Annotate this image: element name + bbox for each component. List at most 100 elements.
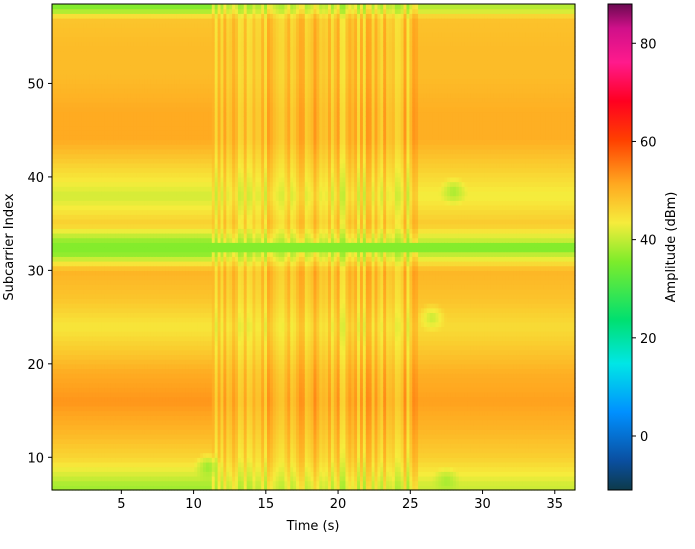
heatmap-cell [121, 480, 126, 486]
heatmap-cell [86, 331, 91, 337]
heatmap-cell [147, 471, 152, 477]
heatmap-cell [69, 279, 73, 285]
heatmap-cell [57, 102, 62, 108]
heatmap-cell [124, 204, 129, 211]
heatmap-cell [81, 391, 85, 398]
heatmap-cell [124, 111, 129, 117]
heatmap-cell [101, 46, 105, 52]
heatmap-cell [75, 340, 79, 346]
heatmap-cell [147, 480, 152, 486]
heatmap-cell [86, 60, 91, 66]
heatmap-cell [118, 214, 123, 220]
heatmap-cell [92, 134, 97, 141]
heatmap-cell [89, 181, 94, 187]
heatmap-cell [86, 382, 91, 388]
heatmap-cell [133, 405, 137, 412]
heatmap-cell [69, 368, 73, 374]
heatmap-cell [54, 181, 59, 187]
heatmap-cell [54, 78, 59, 85]
heatmap-cell [127, 46, 132, 52]
heatmap-cell [78, 424, 82, 430]
heatmap-cell [75, 190, 79, 197]
heatmap-cell [101, 401, 105, 407]
heatmap-cell [130, 303, 134, 309]
heatmap-cell [144, 32, 149, 38]
heatmap-cell [130, 116, 134, 122]
heatmap-cell [52, 55, 56, 61]
heatmap-cell [130, 335, 134, 342]
heatmap-cell [60, 176, 65, 183]
heatmap-cell [54, 167, 59, 173]
heatmap-cell [72, 13, 76, 19]
heatmap-cell [54, 18, 59, 24]
heatmap-cell [69, 111, 73, 117]
heatmap-cell [63, 354, 68, 360]
heatmap-cell [104, 270, 108, 276]
heatmap-cell [92, 303, 97, 309]
heatmap-cell [115, 461, 120, 468]
heatmap-cell [72, 265, 76, 271]
heatmap-cell [95, 396, 100, 402]
heatmap-cell [54, 279, 59, 285]
heatmap-cell [72, 172, 76, 178]
heatmap-cell [63, 116, 68, 122]
heatmap-cell [89, 391, 94, 398]
heatmap-cell [144, 475, 149, 482]
heatmap-cell [124, 41, 129, 47]
heatmap-cell [98, 349, 102, 356]
heatmap-cell [139, 106, 143, 113]
heatmap-cell [113, 209, 117, 215]
heatmap-cell [75, 457, 79, 463]
heatmap-cell [124, 186, 129, 192]
heatmap-cell [86, 345, 91, 351]
heatmap-cell [78, 69, 82, 75]
heatmap-cell [107, 303, 111, 309]
heatmap-cell [130, 74, 134, 80]
heatmap-cell [98, 265, 102, 271]
heatmap-cell [81, 284, 85, 290]
heatmap-cell [107, 223, 111, 229]
heatmap-cell [89, 438, 94, 444]
heatmap-cell [81, 237, 85, 243]
heatmap-cell [92, 461, 97, 468]
heatmap-cell [115, 13, 120, 19]
heatmap-cell [107, 237, 111, 243]
heatmap-cell [101, 405, 105, 412]
heatmap-cell [86, 405, 91, 412]
heatmap-cell [127, 261, 132, 267]
heatmap-cell [83, 218, 88, 225]
heatmap-cell [115, 284, 120, 290]
heatmap-cell [127, 83, 132, 89]
heatmap-cell [75, 396, 79, 402]
heatmap-cell [81, 289, 85, 295]
heatmap-cell [78, 204, 82, 211]
heatmap-cell [124, 275, 129, 281]
heatmap-cell [130, 172, 134, 178]
heatmap-cell [136, 8, 140, 14]
heatmap-cell [124, 452, 129, 458]
heatmap-cell [78, 186, 82, 192]
heatmap-cell [121, 176, 126, 183]
heatmap-cell [81, 433, 85, 440]
heatmap-cell [101, 331, 105, 337]
heatmap-cell [139, 162, 143, 169]
heatmap-cell [72, 22, 76, 28]
heatmap-cell [69, 485, 73, 491]
heatmap-cell [72, 116, 76, 122]
heatmap-cell [115, 307, 120, 314]
heatmap-cell [92, 200, 97, 206]
heatmap-cell [66, 214, 71, 220]
heatmap-cell [98, 158, 102, 164]
heatmap-cell [139, 18, 143, 24]
heatmap-cell [83, 69, 88, 75]
heatmap-cell [124, 55, 129, 61]
heatmap-cell [101, 162, 105, 169]
heatmap-cell [98, 27, 102, 33]
heatmap-cell [118, 410, 123, 416]
heatmap-cell [121, 111, 126, 117]
heatmap-cell [142, 116, 146, 122]
heatmap-cell [75, 485, 79, 491]
heatmap-cell [130, 284, 134, 290]
heatmap-cell [89, 55, 94, 61]
heatmap-cell [144, 415, 149, 421]
